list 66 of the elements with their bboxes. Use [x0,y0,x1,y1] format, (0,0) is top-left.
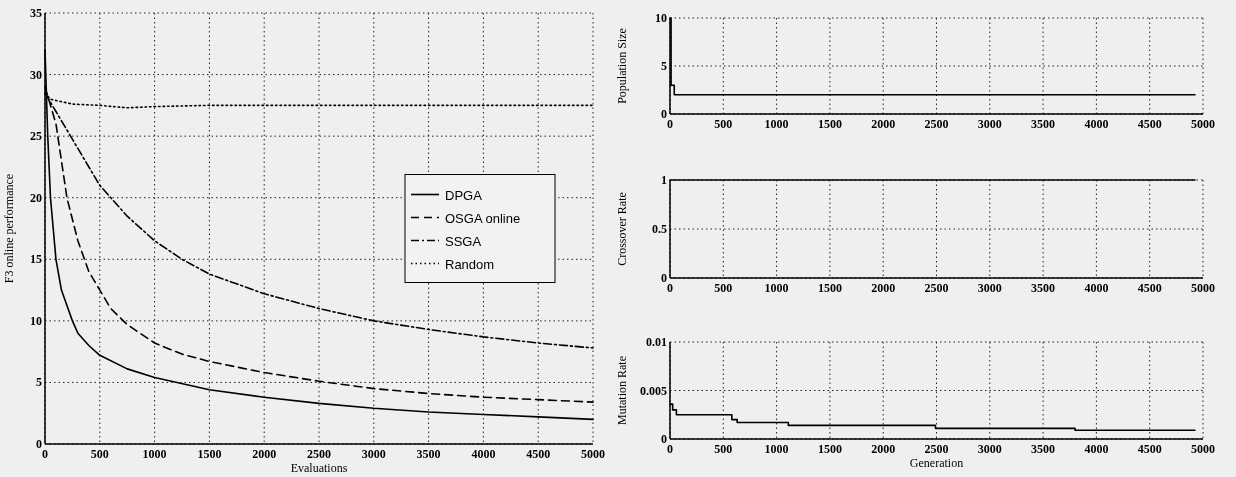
y-tick-label: 0.01 [646,335,667,349]
x-tick-label: 3000 [977,281,1002,295]
x-tick-label: 1000 [764,117,789,131]
x-tick-label: 4000 [1084,442,1109,456]
y-tick-label: 10 [655,11,667,25]
x-tick-label: 1000 [142,447,167,461]
x-tick-label: 4500 [1137,117,1162,131]
x-tick-label: 5000 [1191,281,1215,295]
y-tick-label: 0 [661,432,667,446]
x-tick-label: 500 [714,117,733,131]
y-axis-title: Crossover Rate [615,192,629,266]
x-tick-label: 500 [90,447,109,461]
y-tick-label: 10 [30,313,42,328]
x-tick-label: 1500 [817,442,842,456]
y-tick-label: 5 [36,375,42,390]
x-tick-label: 1500 [817,117,842,131]
legend-label: SSGA [445,233,482,249]
x-tick-label: 3000 [977,442,1002,456]
x-tick-label: 1000 [764,442,789,456]
x-axis-title: Generation [909,456,964,470]
x-tick-label: 5000 [581,447,605,461]
y-tick-label: 0.005 [640,383,667,398]
y-tick-label: 15 [30,252,42,267]
y-axis-title: Mutation Rate [615,356,629,425]
y-tick-label: 0 [661,107,667,121]
x-tick-label: 500 [714,281,733,295]
x-tick-label: 4500 [526,447,551,461]
x-tick-label: 4000 [1084,117,1109,131]
x-tick-label: 2000 [252,447,277,461]
x-tick-label: 3000 [977,117,1002,131]
y-tick-label: 1 [661,173,667,187]
x-tick-label: 4000 [1084,281,1109,295]
legend-label: DPGA [445,187,483,203]
x-tick-label: 3500 [1031,117,1056,131]
x-tick-label: 1500 [817,281,842,295]
x-tick-label: 3500 [1031,442,1056,456]
y-tick-label: 0.5 [652,222,667,236]
x-tick-label: 2000 [871,442,896,456]
x-axis-title: Evaluations [290,461,348,475]
x-tick-label: 4500 [1137,281,1162,295]
y-tick-label: 30 [30,67,42,82]
y-tick-label: 20 [30,190,42,205]
legend-label: OSGA online [445,210,521,226]
legend-label: Random [445,256,495,272]
y-tick-label: 35 [30,6,42,20]
y-tick-label: 25 [30,129,42,144]
x-tick-label: 2500 [924,281,949,295]
x-tick-label: 2500 [307,447,331,461]
x-tick-label: 3500 [1031,281,1056,295]
x-tick-label: 2500 [924,117,949,131]
x-tick-label: 2000 [871,281,896,295]
x-tick-label: 1500 [197,447,222,461]
x-tick-label: 1000 [764,281,789,295]
x-tick-label: 5000 [1191,442,1215,456]
y-axis-title: Population Size [615,28,629,104]
x-tick-label: 4000 [471,447,496,461]
x-tick-label: 4500 [1137,442,1162,456]
x-tick-label: 5000 [1191,117,1215,131]
x-tick-label: 3000 [361,447,386,461]
x-tick-label: 2000 [871,117,896,131]
y-axis-title: F3 online performance [2,173,16,284]
y-tick-label: 0 [661,271,667,285]
x-tick-label: 2500 [924,442,949,456]
x-tick-label: 3500 [416,447,441,461]
y-tick-label: 5 [661,59,667,73]
x-tick-label: 500 [714,442,733,456]
